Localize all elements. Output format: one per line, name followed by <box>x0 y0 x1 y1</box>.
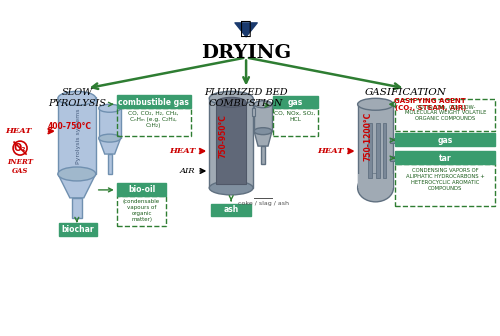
FancyBboxPatch shape <box>59 223 96 236</box>
Text: COMPOUNDS: COMPOUNDS <box>428 186 462 191</box>
Text: INERT
GAS: INERT GAS <box>7 158 33 175</box>
Text: matter): matter) <box>131 217 152 222</box>
Text: HETEROCYCLIC AROMATIC: HETEROCYCLIC AROMATIC <box>411 180 480 185</box>
Text: 400-750°C: 400-750°C <box>48 122 92 131</box>
FancyBboxPatch shape <box>396 133 495 146</box>
Text: SLOW
PYROLYSIS: SLOW PYROLYSIS <box>48 88 106 108</box>
Text: bio-oil: bio-oil <box>128 185 155 195</box>
Text: DRYING: DRYING <box>201 44 291 61</box>
Ellipse shape <box>254 101 272 108</box>
FancyBboxPatch shape <box>108 154 112 174</box>
FancyBboxPatch shape <box>210 98 253 188</box>
FancyBboxPatch shape <box>98 108 120 138</box>
Text: CₙHₘ (e.g. C₂H₄,: CₙHₘ (e.g. C₂H₄, <box>130 117 177 122</box>
Text: vapours of: vapours of <box>127 205 156 210</box>
Ellipse shape <box>358 98 394 110</box>
Ellipse shape <box>98 134 120 142</box>
FancyBboxPatch shape <box>390 156 396 161</box>
Polygon shape <box>98 138 120 154</box>
Text: tar: tar <box>439 154 452 163</box>
Polygon shape <box>58 174 96 198</box>
FancyBboxPatch shape <box>58 97 96 174</box>
Text: HEAT: HEAT <box>317 147 344 155</box>
FancyBboxPatch shape <box>390 138 396 143</box>
FancyBboxPatch shape <box>376 123 380 178</box>
FancyBboxPatch shape <box>396 151 495 164</box>
Ellipse shape <box>216 97 246 107</box>
Text: biochar: biochar <box>62 225 94 234</box>
Text: AIR: AIR <box>180 167 196 175</box>
Ellipse shape <box>58 91 96 105</box>
FancyBboxPatch shape <box>273 96 318 108</box>
Text: gas: gas <box>288 98 302 107</box>
Text: organic: organic <box>132 211 152 216</box>
Text: ash: ash <box>224 205 239 214</box>
Text: C₂H₂): C₂H₂) <box>146 123 161 128</box>
Ellipse shape <box>210 181 253 195</box>
Text: HEAT: HEAT <box>169 147 196 155</box>
FancyBboxPatch shape <box>254 104 272 131</box>
Text: CO, H₂, CH₄, CO₂, LOW-: CO, H₂, CH₄, CO₂, LOW- <box>416 104 475 109</box>
FancyBboxPatch shape <box>211 204 251 216</box>
FancyBboxPatch shape <box>116 95 192 108</box>
Ellipse shape <box>254 128 272 135</box>
Text: HCL: HCL <box>289 117 301 122</box>
Text: GASIFICATION: GASIFICATION <box>364 88 446 97</box>
FancyBboxPatch shape <box>358 174 394 188</box>
Ellipse shape <box>210 91 253 105</box>
Text: O₂: O₂ <box>14 143 26 153</box>
Text: ALIPHATIC HYDROCARBONS +: ALIPHATIC HYDROCARBONS + <box>406 174 484 179</box>
Text: CO, CO₂, H₂, CH₄,: CO, CO₂, H₂, CH₄, <box>128 111 178 116</box>
Text: HEAT: HEAT <box>6 127 32 135</box>
Ellipse shape <box>358 174 394 202</box>
FancyBboxPatch shape <box>261 146 265 164</box>
FancyBboxPatch shape <box>368 123 372 178</box>
Text: Pyrolysis systems: Pyrolysis systems <box>76 109 82 164</box>
Text: ORGANIC COMPOUNDS: ORGANIC COMPOUNDS <box>415 116 476 121</box>
Ellipse shape <box>98 104 120 112</box>
Text: 750-1200°C: 750-1200°C <box>363 112 372 161</box>
Text: GASIFYING AGENT
(CO₂, STEAM, AIR): GASIFYING AGENT (CO₂, STEAM, AIR) <box>394 98 466 111</box>
FancyBboxPatch shape <box>116 183 166 196</box>
Text: coke / slag / ash: coke / slag / ash <box>238 201 288 206</box>
FancyBboxPatch shape <box>216 102 246 184</box>
Text: (condensable: (condensable <box>123 199 160 204</box>
FancyArrowPatch shape <box>235 23 257 37</box>
Ellipse shape <box>58 167 96 181</box>
Text: FLUIDIZED BED
COMBUSTION: FLUIDIZED BED COMBUSTION <box>204 88 288 108</box>
FancyBboxPatch shape <box>358 104 394 188</box>
FancyBboxPatch shape <box>252 108 255 116</box>
Text: CONDENSING VAPORS OF: CONDENSING VAPORS OF <box>412 168 478 173</box>
Text: CO, NOx, SO₂,: CO, NOx, SO₂, <box>274 111 316 116</box>
Text: 🐔: 🐔 <box>240 18 252 38</box>
FancyBboxPatch shape <box>382 123 386 178</box>
Polygon shape <box>254 131 272 146</box>
Text: 750-950°C: 750-950°C <box>218 114 228 158</box>
Text: combustible gas: combustible gas <box>118 98 189 107</box>
Text: gas: gas <box>438 136 453 144</box>
FancyBboxPatch shape <box>72 198 82 218</box>
Text: MOLECULAR WEIGHT VOLATILE: MOLECULAR WEIGHT VOLATILE <box>404 110 486 115</box>
